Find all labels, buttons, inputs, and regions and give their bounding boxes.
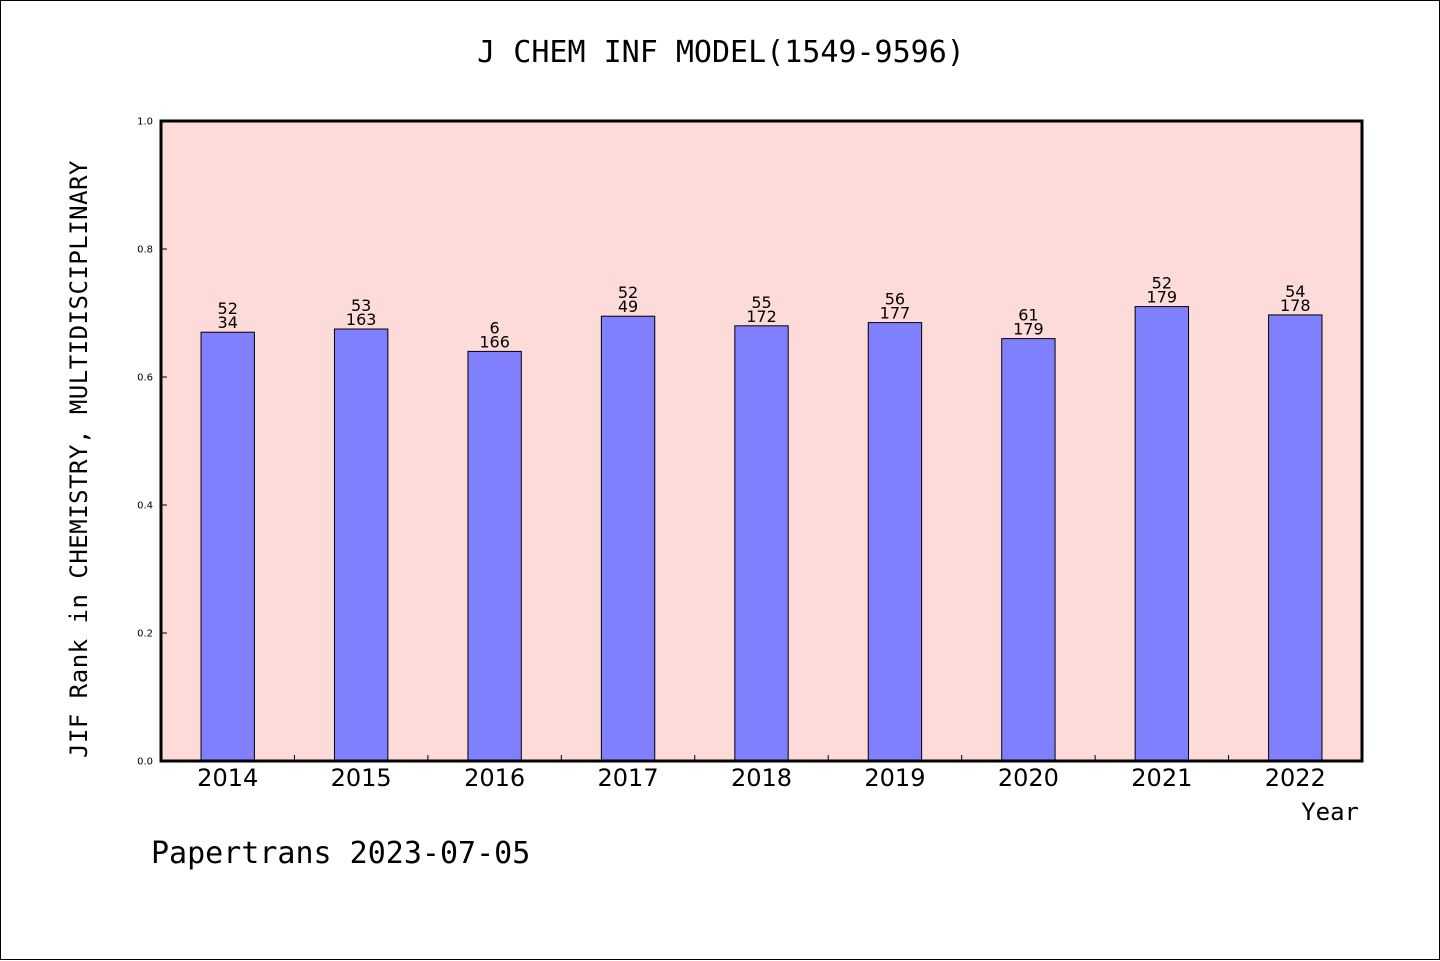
y-tick-label: 0.2 — [137, 629, 153, 640]
bar-data-label: 61 — [1018, 306, 1038, 325]
bar-data-label: 178 — [1280, 296, 1311, 315]
bar-data-label: 56 — [885, 290, 905, 309]
x-tick-label: 2019 — [864, 764, 925, 792]
bar-data-label: 52 — [218, 299, 238, 318]
bar — [1268, 314, 1323, 762]
bar — [867, 322, 923, 762]
bar-data-label: 177 — [880, 304, 911, 323]
bar — [1134, 306, 1190, 762]
x-tick-label: 2022 — [1265, 764, 1326, 792]
x-tick-label: 2020 — [998, 764, 1059, 792]
y-tick-label: 0.4 — [137, 501, 153, 512]
bar-data-label: 163 — [346, 310, 377, 329]
bar-data-label: 49 — [618, 297, 638, 316]
bar-data-label: 179 — [1147, 288, 1178, 307]
bar-data-label: 179 — [1013, 320, 1044, 339]
bar — [734, 325, 789, 762]
x-tick-label: 2014 — [197, 764, 258, 792]
bar-data-label: 166 — [479, 332, 510, 351]
chart-title: J CHEM INF MODEL(1549-9596) — [477, 35, 965, 70]
bar-data-label: 172 — [746, 307, 777, 326]
bar-data-label: 52 — [618, 283, 638, 302]
bar-data-label: 34 — [218, 313, 238, 332]
x-tick-label: 2018 — [731, 764, 792, 792]
bar — [200, 331, 255, 762]
y-axis-label: JIF Rank in CHEMISTRY, MULTIDISCIPLINARY — [65, 160, 93, 758]
bar-data-label: 52 — [1152, 274, 1172, 293]
x-tick-label: 2015 — [331, 764, 392, 792]
y-tick-label: 0.8 — [137, 245, 153, 256]
bar-data-label: 54 — [1285, 282, 1305, 301]
x-axis-label: Year — [1301, 798, 1359, 826]
plot-frame — [159, 119, 1364, 763]
y-tick-label: 1.0 — [137, 117, 153, 128]
y-tick-label: 0.0 — [137, 757, 153, 768]
x-tick-label: 2017 — [598, 764, 659, 792]
bar-data-label: 55 — [751, 293, 771, 312]
bar-data-label: 6 — [490, 318, 500, 337]
y-tick-label: 0.6 — [137, 373, 153, 384]
x-axis: 2014 2015 2016 2017 2018 2019 2020 2021 2022 — [197, 755, 1326, 792]
x-tick-label: 2021 — [1131, 764, 1192, 792]
bar — [600, 315, 656, 762]
bar-data-label: 53 — [351, 296, 371, 315]
footer-note: Papertrans 2023-07-05 — [151, 836, 531, 871]
x-tick-label: 2016 — [464, 764, 525, 792]
bar — [333, 328, 389, 762]
bar — [467, 350, 522, 762]
bar — [1001, 338, 1056, 762]
